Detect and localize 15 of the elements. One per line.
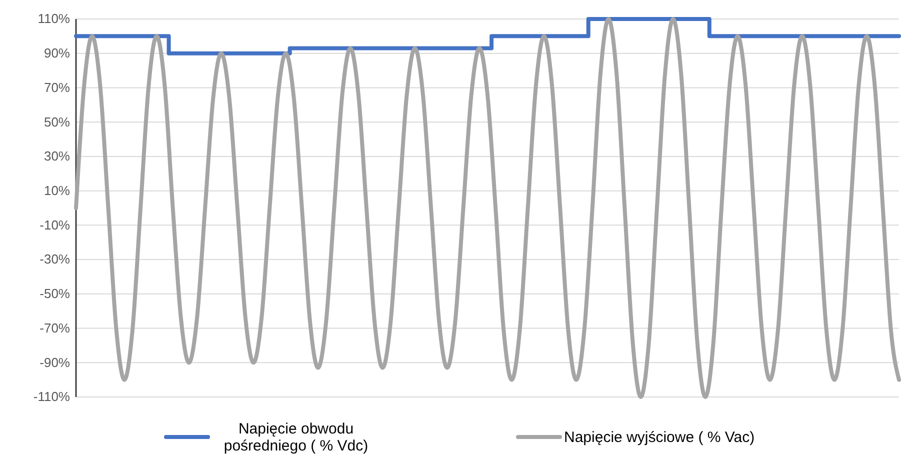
y-tick-label: -70% [40, 320, 70, 336]
y-tick-label: 70% [44, 80, 70, 95]
legend-label: Napięcie obwodu pośredniego ( % Vdc) [224, 420, 368, 454]
y-tick-label: 110% [38, 11, 70, 26]
line-series [74, 17, 901, 399]
y-tick-label: 50% [44, 114, 70, 130]
y-tick-label: -110% [33, 389, 70, 404]
legend-label: Napięcie wyjściowe ( % Vac) [564, 429, 755, 446]
y-tick-label: -30% [40, 252, 70, 267]
y-tick-label: 30% [44, 148, 70, 164]
y-tick-label: 90% [44, 46, 70, 61]
y-tick-label: -10% [40, 217, 70, 232]
y-tick-label: -90% [40, 354, 70, 370]
y-tick-label: 10% [44, 182, 70, 198]
y-tick-label: -50% [40, 286, 70, 302]
